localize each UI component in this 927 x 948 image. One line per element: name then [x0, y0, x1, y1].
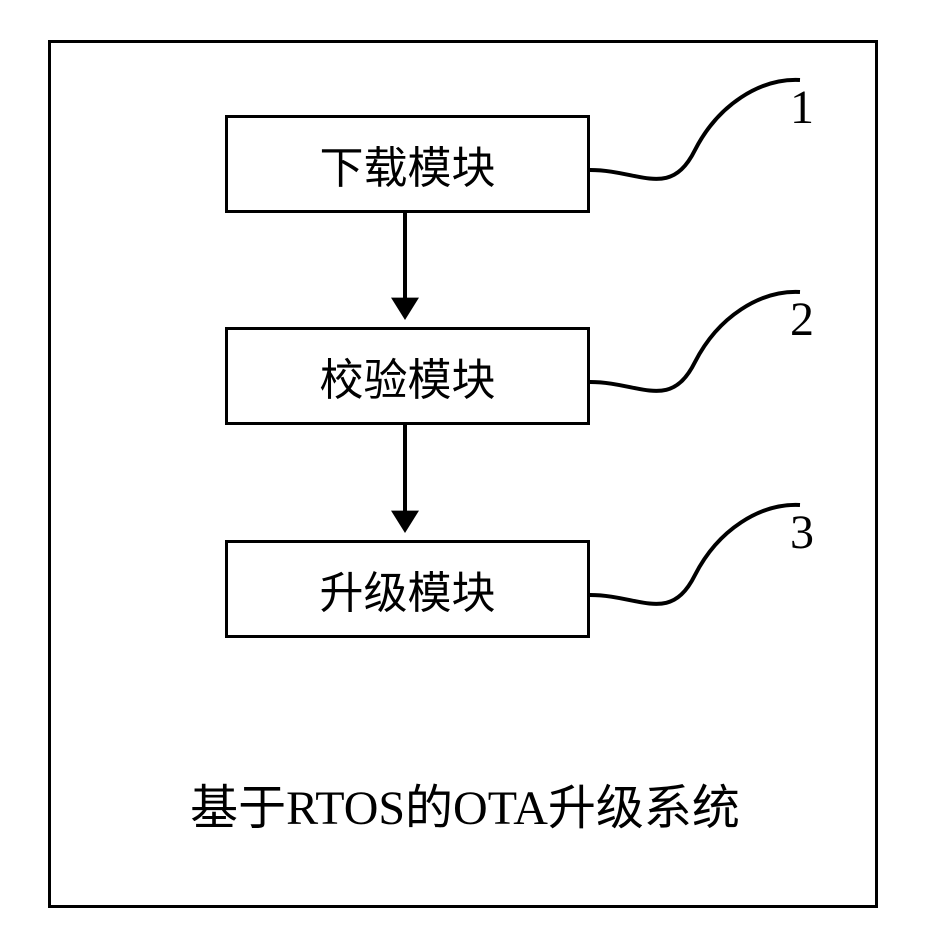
number-label-2: 2: [790, 292, 814, 347]
module-box-upgrade: 升级模块: [225, 540, 590, 638]
diagram-title: 基于RTOS的OTA升级系统: [175, 768, 755, 838]
number-label-1: 1: [790, 80, 814, 135]
module-label-download: 下载模块: [320, 132, 496, 196]
module-box-verify: 校验模块: [225, 327, 590, 425]
module-box-download: 下载模块: [225, 115, 590, 213]
number-label-3: 3: [790, 505, 814, 560]
module-label-verify: 校验模块: [320, 344, 496, 408]
module-label-upgrade: 升级模块: [320, 557, 496, 621]
